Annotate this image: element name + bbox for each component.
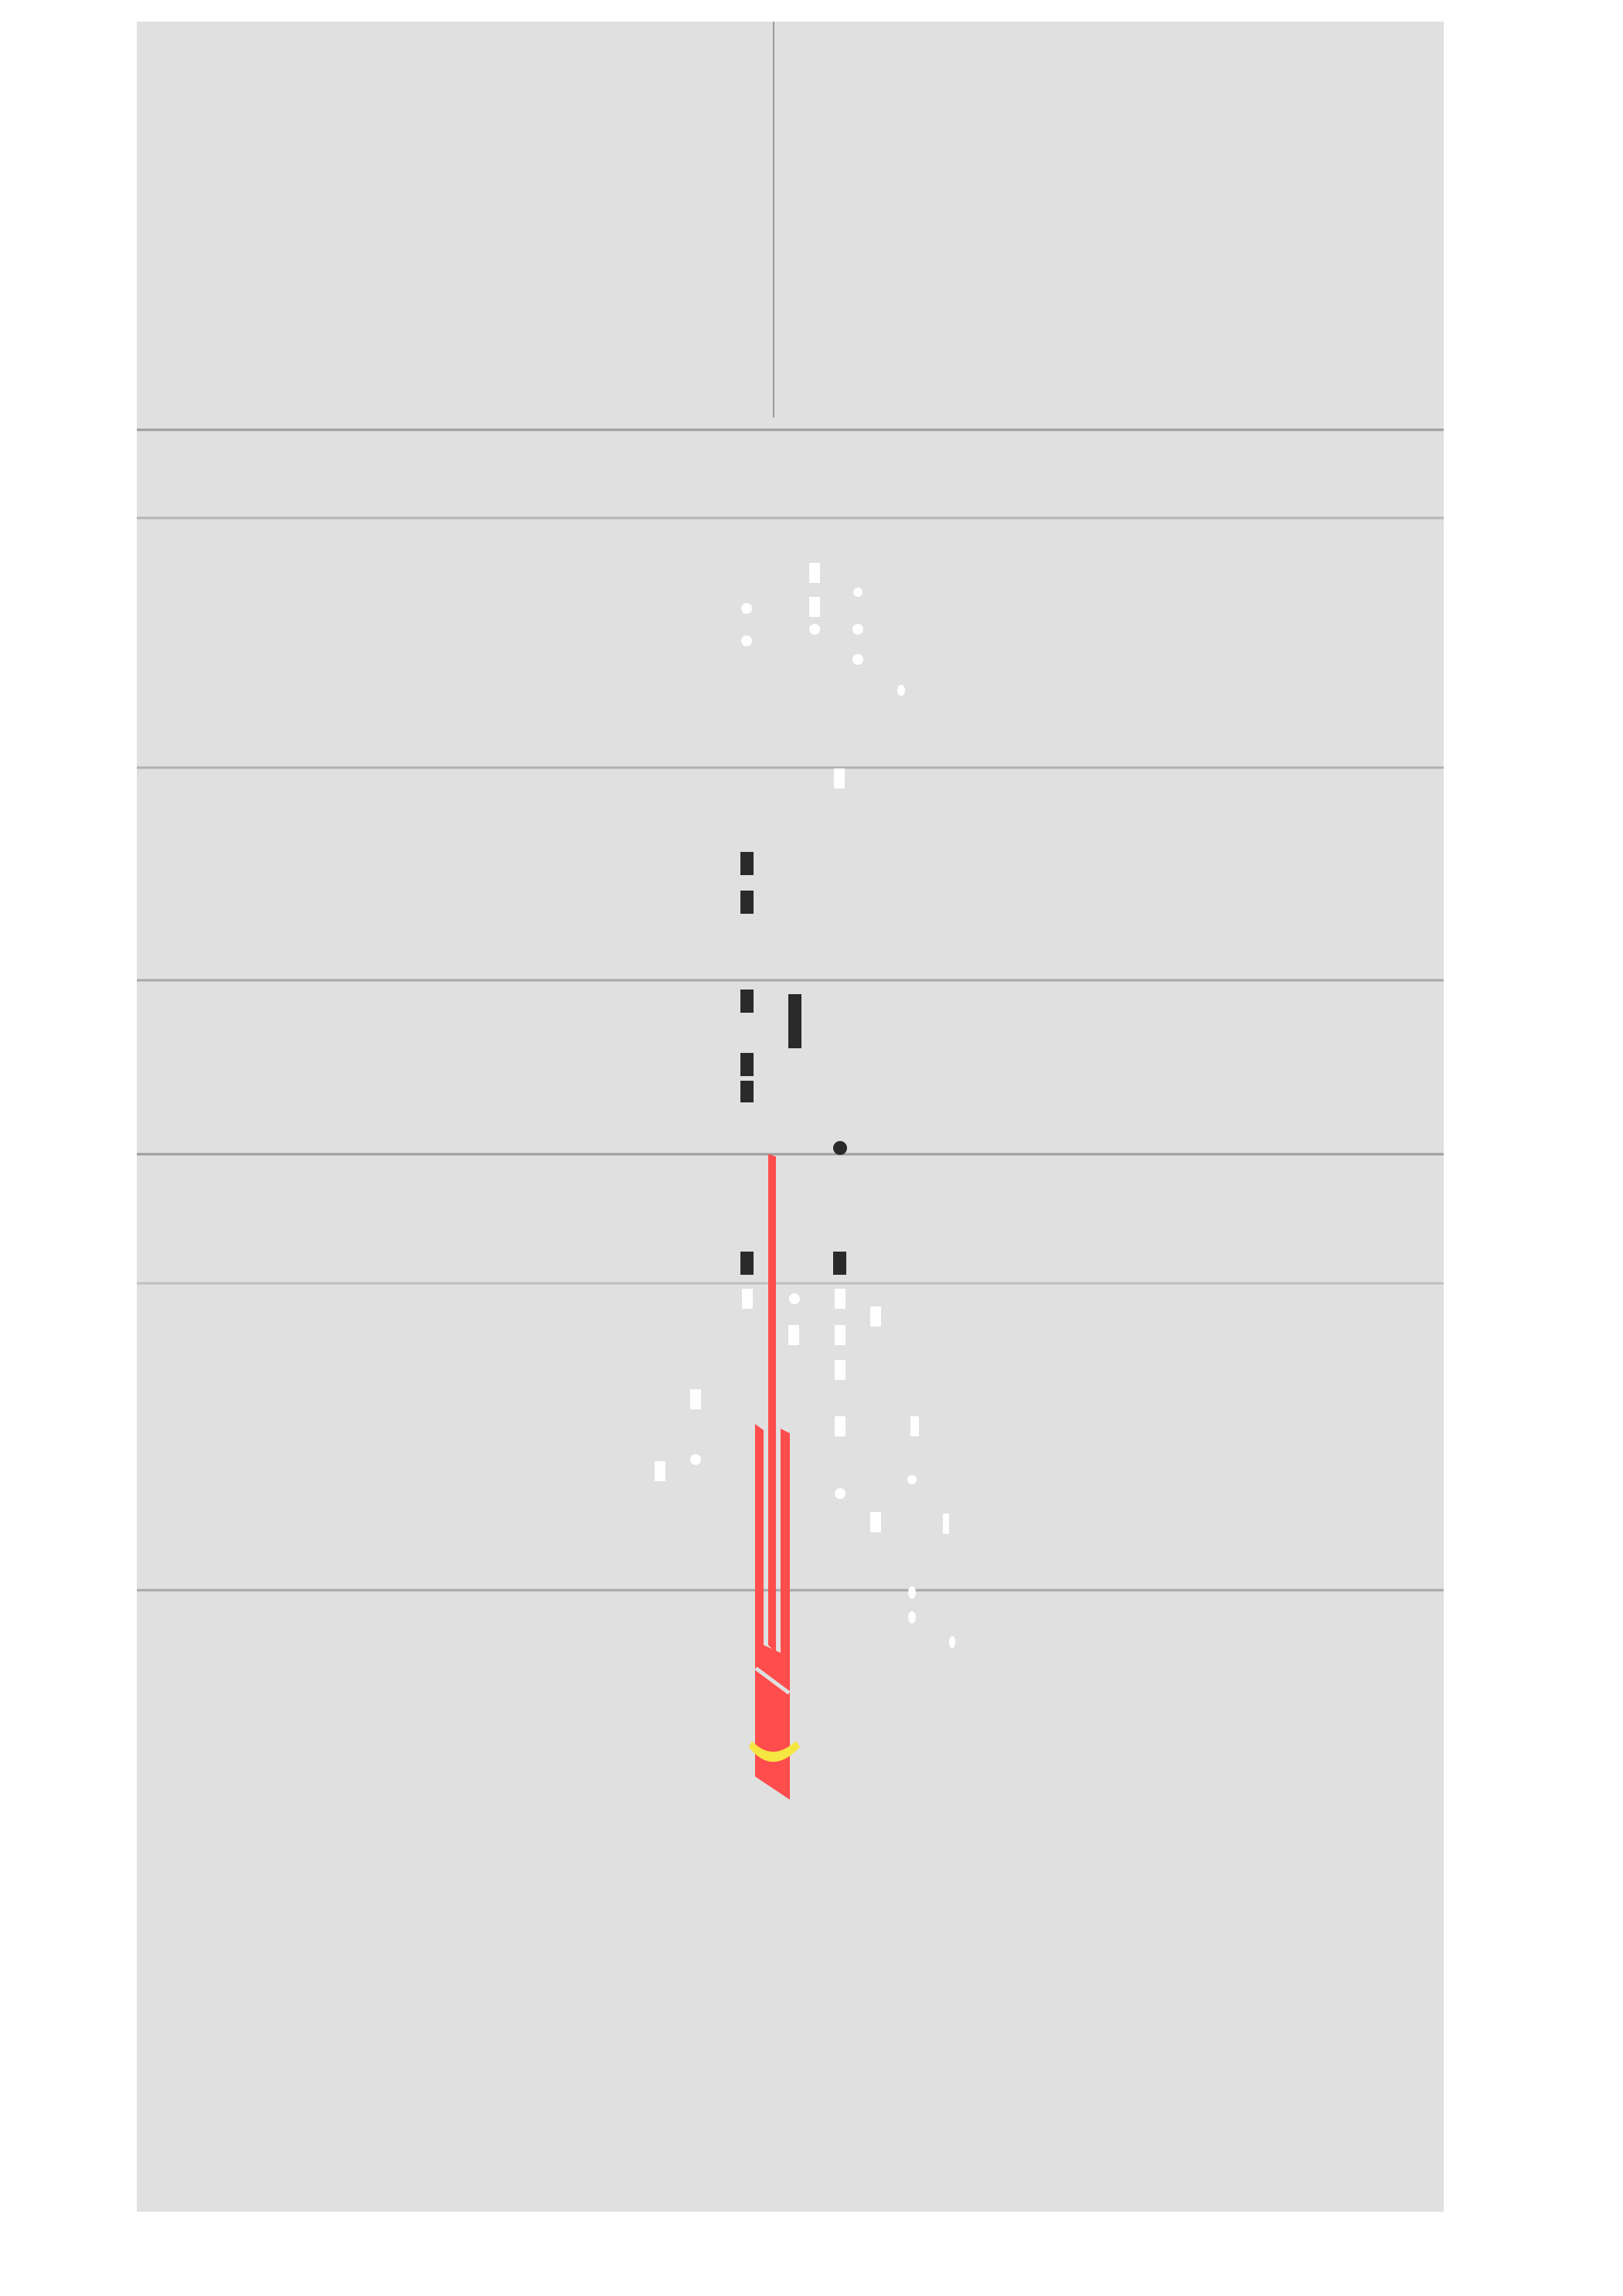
white-note-dot-icon: [897, 685, 905, 696]
white-note-dot-icon: [852, 624, 863, 635]
black-note-rect-icon: [740, 1053, 754, 1076]
white-note-rect-icon: [835, 1416, 846, 1436]
white-note-dot-icon: [907, 1475, 917, 1484]
white-note-dot-icon: [835, 1488, 846, 1499]
red-blade-long-stem: [768, 1154, 776, 1653]
white-note-rect-icon: [870, 1306, 881, 1327]
white-note-dot-icon: [852, 654, 863, 665]
white-note-dot-icon: [741, 603, 752, 614]
white-note-dot-icon: [908, 1611, 916, 1623]
red-blade-icon: [749, 1154, 800, 1800]
white-note-dot-icon: [908, 1586, 916, 1599]
white-note-dot-icon: [789, 1293, 800, 1304]
white-note-rect-icon: [870, 1512, 881, 1532]
white-note-dot-icon: [949, 1636, 955, 1648]
black-note-rect-icon: [788, 994, 801, 1048]
white-note-dot-icon: [690, 1454, 701, 1465]
white-note-dot-icon: [809, 624, 820, 635]
black-note-rect-icon: [740, 1252, 754, 1275]
lane-lines: [137, 428, 1444, 1592]
white-note-dot-icon: [741, 635, 752, 646]
black-note-rect-icon: [740, 990, 754, 1013]
white-note-rect-icon: [788, 1325, 799, 1345]
white-note-rect-icon: [910, 1416, 919, 1436]
black-note-dot-icon: [833, 1141, 847, 1155]
white-note-rect-icon: [835, 1360, 846, 1380]
white-notes-upper: [741, 563, 905, 789]
white-notes-lower: [655, 1289, 955, 1648]
black-note-rect-icon: [740, 1081, 754, 1102]
white-note-rect-icon: [742, 1289, 753, 1309]
black-notes: [740, 852, 847, 1275]
playfield-canvas[interactable]: [137, 22, 1444, 2212]
white-note-rect-icon: [809, 597, 820, 617]
white-note-rect-icon: [835, 1289, 846, 1309]
black-note-rect-icon: [740, 852, 754, 875]
red-blade-body: [755, 1424, 790, 1800]
white-note-rect-icon: [690, 1389, 701, 1409]
black-note-rect-icon: [740, 891, 754, 914]
white-note-dot-icon: [853, 588, 863, 597]
white-note-rect-icon: [943, 1514, 949, 1534]
black-note-rect-icon: [833, 1252, 846, 1275]
red-blade-gap-line: [754, 1666, 791, 1695]
white-note-rect-icon: [835, 1325, 846, 1345]
game-area[interactable]: [137, 22, 1444, 2212]
yellow-accent-icon: [749, 1741, 800, 1762]
white-note-rect-icon: [809, 563, 820, 583]
white-note-rect-icon: [834, 768, 845, 789]
white-note-rect-icon: [655, 1461, 665, 1481]
